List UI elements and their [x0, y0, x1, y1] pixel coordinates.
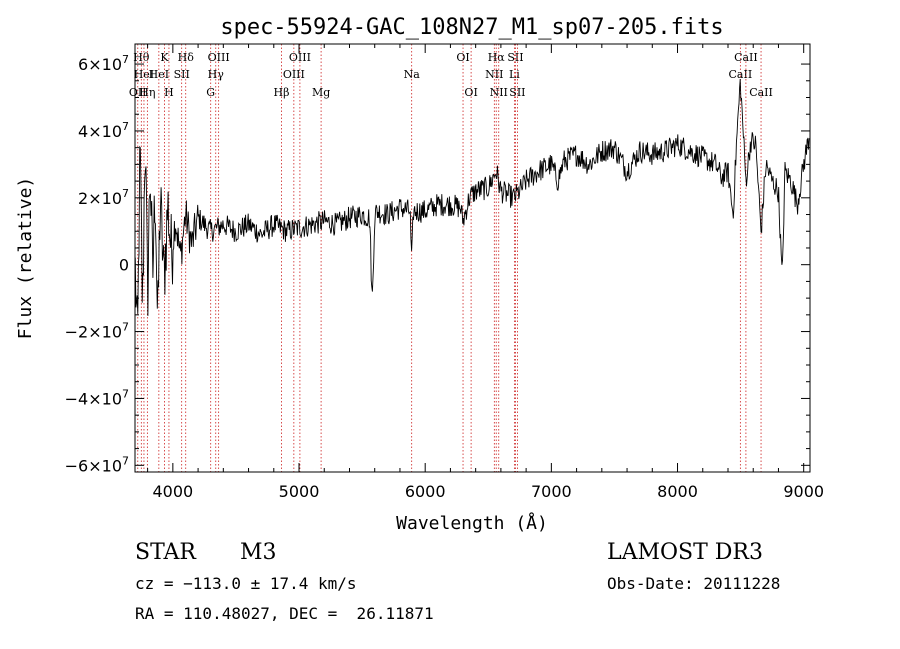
line-marker-label: OI — [456, 51, 469, 64]
y-tick-label: 0 — [119, 256, 129, 275]
line-marker-label: NII — [490, 86, 508, 99]
x-tick-label: 4000 — [152, 482, 193, 501]
line-marker-label: SII — [507, 51, 523, 64]
x-tick-label: 7000 — [531, 482, 572, 501]
x-tick-label: 5000 — [279, 482, 320, 501]
axes: 4000 5000 6000 7000 8000 9000 6×107 4×107 2×107 0… — [65, 44, 824, 501]
line-marker-label: K — [160, 51, 169, 64]
spectrum-series — [134, 78, 810, 316]
survey-name: LAMOST DR3 — [607, 540, 763, 565]
y-tick-label: −4×107 — [65, 387, 129, 408]
line-marker-label: CaII — [729, 68, 753, 81]
x-tick-label: 6000 — [405, 482, 446, 501]
line-marker-label: HeI — [149, 68, 169, 81]
y-tick-label: −6×107 — [65, 454, 129, 475]
x-tick-label: 8000 — [657, 482, 698, 501]
y-tick-label: 6×107 — [78, 53, 129, 74]
y-tick-label: −2×107 — [65, 321, 129, 342]
line-marker-label: Hη — [139, 86, 155, 99]
y-tick-label: 2×107 — [78, 187, 129, 208]
line-marker-label: Hθ — [133, 51, 150, 64]
line-marker-label: OI — [464, 86, 477, 99]
line-marker-label: Hβ — [274, 86, 290, 99]
emission-line-markers: OIIHθHeIHηHeIKHSIIHδGHγOIIIHβOIIIOIIIMgN… — [129, 44, 773, 472]
observation-date: Obs-Date: 20111228 — [607, 574, 781, 593]
x-axis-label: Wavelength (Å) — [396, 512, 548, 534]
line-marker-label: G — [206, 86, 215, 99]
coordinates: RA = 110.48027, DEC = 26.11871 — [135, 604, 434, 623]
line-marker-label: Mg — [312, 86, 330, 99]
object-subclass: M3 — [240, 540, 277, 565]
line-marker-label: H — [164, 86, 174, 99]
spectrum-line — [134, 78, 810, 316]
plot-frame — [134, 43, 811, 473]
line-marker-label: HeI — [134, 68, 154, 81]
line-marker-label: Hδ — [178, 51, 195, 64]
y-axis-label: Flux (relative) — [15, 177, 36, 340]
line-marker-label: CaII — [749, 86, 773, 99]
line-marker-label: NII — [485, 68, 503, 81]
line-marker-label: OII — [129, 86, 147, 99]
line-marker-label: Hγ — [208, 68, 225, 81]
line-marker-label: Na — [404, 68, 421, 81]
x-tick-label: 9000 — [783, 482, 824, 501]
line-marker-label: Li — [509, 68, 520, 81]
line-marker-label: OIII — [283, 68, 305, 81]
line-marker-label: Hα — [488, 51, 506, 64]
line-marker-label: SII — [174, 68, 190, 81]
line-marker-label: OIII — [289, 51, 311, 64]
object-class: STAR — [135, 540, 196, 565]
redshift-cz: cz = −113.0 ± 17.4 km/s — [135, 574, 357, 593]
line-marker-label: OIII — [208, 51, 230, 64]
y-tick-label: 4×107 — [78, 120, 129, 141]
chart-title: spec-55924-GAC_108N27_M1_sp07-205.fits — [220, 15, 723, 40]
line-marker-label: CaII — [734, 51, 758, 64]
line-marker-label: SII — [509, 86, 525, 99]
